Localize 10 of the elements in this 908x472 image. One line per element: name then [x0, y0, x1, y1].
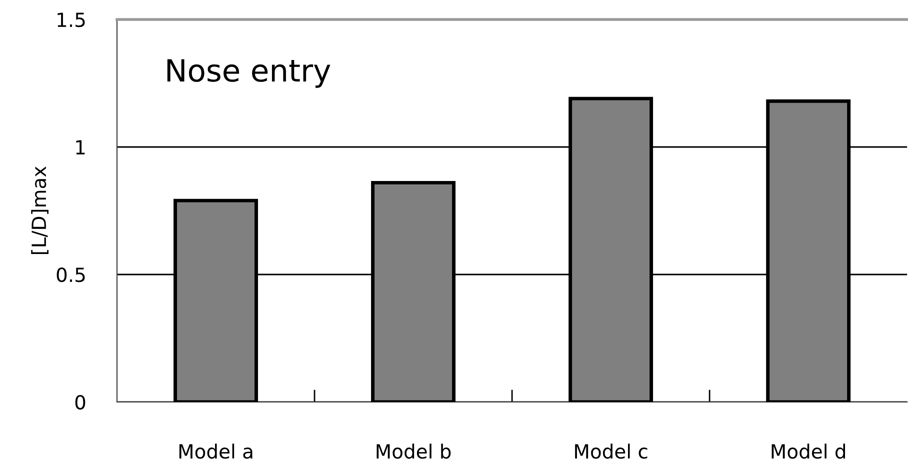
y-axis-title: [L/D]max — [31, 166, 48, 254]
y-tick-label: 0.5 — [56, 267, 85, 282]
x-tick-label: Model a — [179, 444, 252, 459]
x-tick-label: Model c — [575, 444, 648, 459]
y-tick-label: 0 — [75, 394, 86, 410]
y-tick-label: 1 — [76, 140, 85, 154]
y-tick-label: 1.5 — [58, 12, 85, 28]
x-tick-label: Model d — [772, 444, 846, 459]
x-tick-label: Model b — [376, 444, 451, 459]
annotation: Nose entry — [167, 59, 330, 88]
